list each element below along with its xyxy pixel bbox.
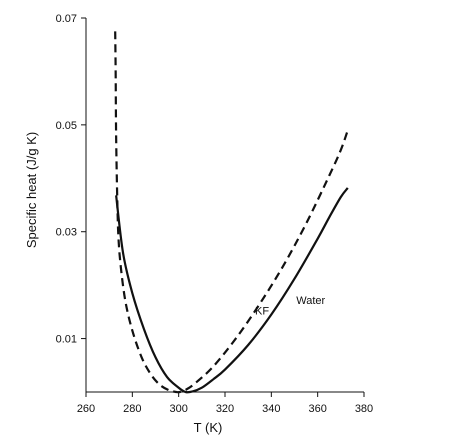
water-annotation: Water <box>296 295 325 307</box>
kf-annotation: KF <box>255 306 269 318</box>
x-axis-label: T (K) <box>194 420 223 435</box>
x-tick-label: 300 <box>169 403 187 415</box>
axes <box>85 18 364 393</box>
y-tick-label: 0.05 <box>56 120 77 132</box>
x-tick-label: 260 <box>77 403 95 415</box>
x-tick-label: 340 <box>262 403 280 415</box>
x-tick-label: 380 <box>355 403 373 415</box>
ticks: 260 280 300 320 340 360 380 0.01 0.03 0.05 0.07 <box>56 13 374 415</box>
y-tick-label: 0.03 <box>56 227 77 239</box>
water-curve <box>115 187 349 394</box>
series <box>114 31 349 394</box>
x-tick-label: 360 <box>308 403 326 415</box>
annotations: KF Water <box>255 295 325 318</box>
y-axis-label: Specific heat (J/g K) <box>24 132 39 248</box>
x-tick-label: 320 <box>216 403 234 415</box>
x-tick-label: 280 <box>123 403 141 415</box>
y-tick-label: 0.01 <box>56 334 77 346</box>
kf-curve <box>114 31 349 394</box>
y-tick-label: 0.07 <box>56 13 77 25</box>
